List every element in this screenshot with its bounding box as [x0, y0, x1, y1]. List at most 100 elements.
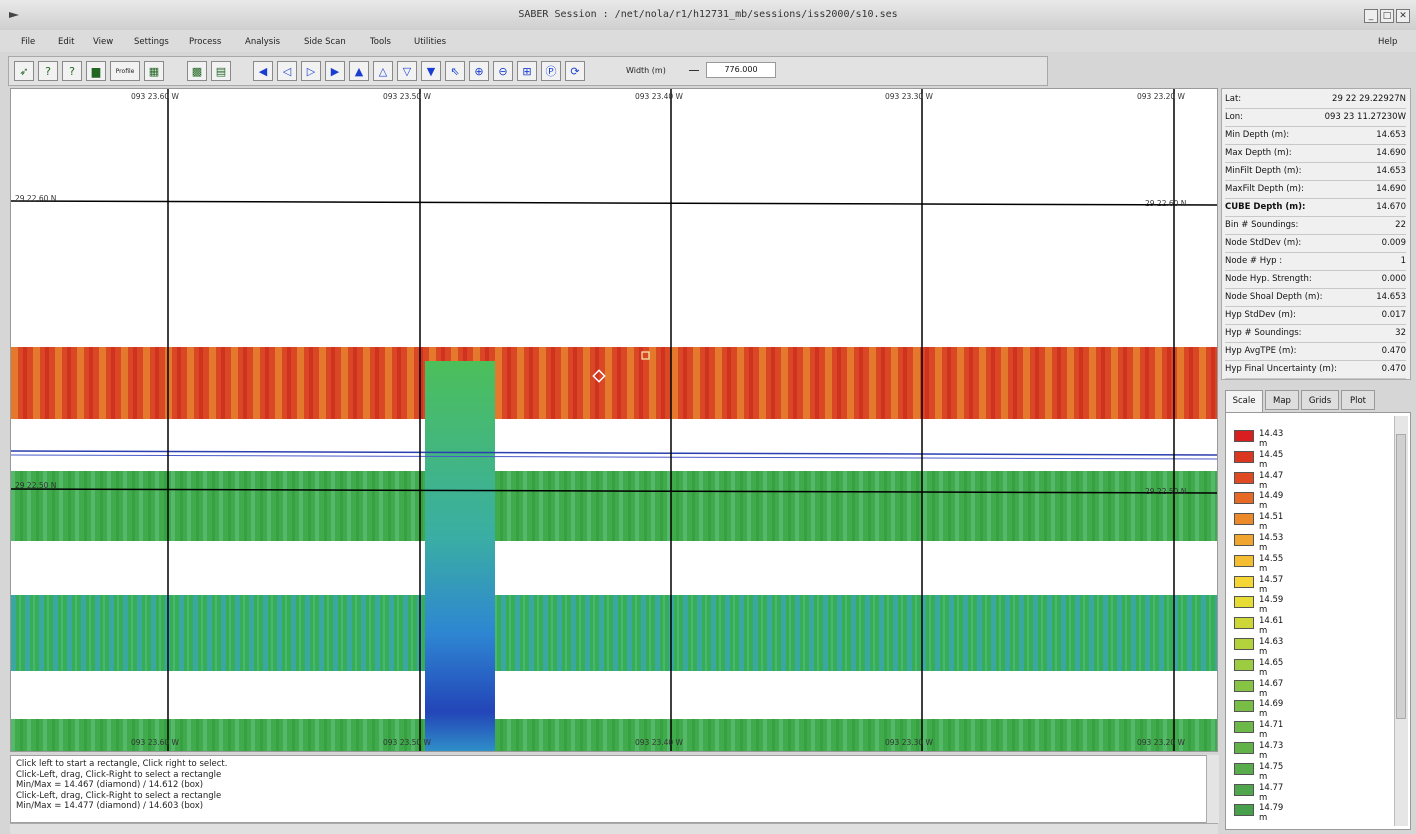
- info-key: Node # Hyp :: [1225, 256, 1283, 266]
- step-left-button[interactable]: ◁: [277, 61, 297, 81]
- tab-plot[interactable]: Plot: [1341, 390, 1375, 410]
- lon-label-top: 093 23.20 W: [1137, 92, 1186, 101]
- legend-swatch: [1234, 679, 1254, 692]
- legend-swatch: [1234, 721, 1254, 734]
- info-row: Hyp StdDev (m): 0.017: [1225, 305, 1406, 325]
- info-key: Min Depth (m):: [1225, 130, 1290, 140]
- info-row-cube-depth: CUBE Depth (m): 14.670: [1225, 197, 1406, 217]
- step-up-button[interactable]: △: [373, 61, 393, 81]
- step-right-button[interactable]: ▷: [301, 61, 321, 81]
- status-line: Min/Max = 14.477 (diamond) / 14.603 (box…: [16, 801, 204, 811]
- menu-settings[interactable]: Settings: [134, 37, 169, 47]
- grid-icon: ▦: [148, 64, 160, 78]
- info-value: 1: [1400, 256, 1406, 266]
- profile-label: Profile: [115, 67, 135, 75]
- pan-right-button[interactable]: ▶: [325, 61, 345, 81]
- profile-button[interactable]: Profile: [110, 61, 140, 81]
- menu-process[interactable]: Process: [189, 37, 222, 47]
- pan-down-button[interactable]: ▼: [421, 61, 441, 81]
- tab-scale[interactable]: Scale: [1225, 390, 1263, 413]
- zoom-out-button[interactable]: ⊖: [493, 61, 513, 81]
- info-panel: Lat: 29 22 29.22927N Lon: 093 23 11.27230W…: [1221, 88, 1411, 380]
- pan-left-button[interactable]: ◀: [253, 61, 273, 81]
- zoom-in-button[interactable]: ⊕: [469, 61, 489, 81]
- info-value: 29 22 29.22927N: [1332, 94, 1406, 104]
- pan-up-button[interactable]: ▲: [349, 61, 369, 81]
- lon-label-bottom: 093 23.30 W: [885, 738, 934, 747]
- refresh-button[interactable]: ⟳: [565, 61, 585, 81]
- triangle-right-icon: ▶: [330, 64, 340, 78]
- status-line: Click-Left, drag, Click-Right to select …: [16, 790, 222, 801]
- legend-swatch: [1234, 638, 1254, 650]
- window-titlebar: SABER Session : /net/nola/r1/h12731_mb/s…: [0, 0, 1416, 31]
- menu-help[interactable]: Help: [1378, 37, 1398, 47]
- info-row: Node StdDev (m): 0.009: [1225, 233, 1406, 253]
- legend-swatch: [1234, 658, 1254, 671]
- info-value: 22: [1395, 220, 1406, 230]
- legend-swatch: [1234, 617, 1254, 630]
- map-canvas[interactable]: 093 23.60 W 093 23.50 W 093 23.40 W 093 …: [10, 88, 1218, 752]
- horizontal-scrollbar[interactable]: [10, 823, 1218, 834]
- maximize-button[interactable]: □: [1380, 9, 1394, 23]
- menu-side-scan[interactable]: Side Scan: [304, 37, 346, 47]
- query2-tool-button[interactable]: ?: [62, 61, 82, 81]
- info-row: Hyp # Soundings: 32: [1225, 323, 1406, 343]
- info-value: 0.009: [1381, 238, 1406, 248]
- status-line: Click left to start a rectangle, Click r…: [16, 759, 228, 769]
- window-title: SABER Session : /net/nola/r1/h12731_mb/s…: [518, 9, 898, 20]
- legend-swatch: [1234, 700, 1254, 713]
- menu-view[interactable]: View: [93, 37, 114, 47]
- info-key: Node Hyp. Strength:: [1225, 274, 1312, 284]
- lon-label-bottom: 093 23.60 W: [131, 738, 180, 747]
- legend-label: 14.61 m: [1259, 616, 1284, 637]
- info-value: 0.470: [1381, 346, 1406, 356]
- legend-label: 14.67 m: [1259, 678, 1284, 699]
- zoom-box-button[interactable]: ⊞: [517, 61, 537, 81]
- minimize-button[interactable]: _: [1364, 9, 1378, 23]
- status-line: Min/Max = 14.467 (diamond) / 14.612 (box…: [16, 780, 204, 790]
- scale-scrollbar-thumb[interactable]: [1396, 434, 1406, 719]
- info-key: Node StdDev (m):: [1225, 238, 1302, 248]
- lon-label-top: 093 23.60 W: [131, 92, 180, 101]
- query-tool-button[interactable]: ?: [38, 61, 58, 81]
- scale-scrollbar[interactable]: [1394, 416, 1408, 826]
- menu-utilities[interactable]: Utilities: [414, 37, 446, 47]
- info-row: Min Depth (m): 14.653: [1225, 125, 1406, 145]
- swath-green-3: [11, 719, 1217, 751]
- close-button[interactable]: ✕: [1396, 9, 1410, 23]
- open-tool-button[interactable]: ➶: [14, 61, 34, 81]
- lon-label-top: 093 23.30 W: [885, 92, 934, 101]
- zoom-out-icon: ⊖: [498, 64, 508, 78]
- depth-scale-legend: 14.43 m 14.45 m 14.47 m 14.49 m 14.51 m 14.53…: [1225, 412, 1411, 830]
- select-arrow-button[interactable]: ⇖: [445, 61, 465, 81]
- swath-green-1: [11, 471, 1217, 541]
- legend-swatch: [1234, 762, 1254, 775]
- app-logo-icon: [9, 12, 19, 18]
- menu-tools[interactable]: Tools: [370, 37, 391, 47]
- menu-edit[interactable]: Edit: [58, 37, 75, 47]
- chart-tool-button[interactable]: ▆: [86, 61, 106, 81]
- surface-tool-button[interactable]: ▤: [211, 61, 231, 81]
- zoom-previous-button[interactable]: Ⓟ: [541, 61, 561, 81]
- lon-label-top: 093 23.40 W: [635, 92, 684, 101]
- triangle-left-icon: ◀: [258, 64, 268, 78]
- info-key: Lat:: [1225, 94, 1242, 104]
- menu-analysis[interactable]: Analysis: [245, 37, 281, 47]
- layers-tool-button[interactable]: ▩: [187, 61, 207, 81]
- box-marker: [641, 351, 650, 360]
- info-row: Node # Hyp : 1: [1225, 251, 1406, 271]
- menu-file[interactable]: File: [21, 37, 36, 47]
- status-scrollbar[interactable]: [1206, 755, 1219, 823]
- grid-tool-button[interactable]: ▦: [144, 61, 164, 81]
- legend-swatch: [1234, 513, 1254, 526]
- info-row: MinFilt Depth (m): 14.653: [1225, 161, 1406, 181]
- tab-grids[interactable]: Grids: [1301, 390, 1339, 410]
- step-down-button[interactable]: ▽: [397, 61, 417, 81]
- arrow-pointer-icon: ⇖: [450, 64, 460, 78]
- tab-map[interactable]: Map: [1265, 390, 1299, 410]
- legend-label: 14.65 m: [1259, 657, 1284, 678]
- width-input[interactable]: 776.000: [706, 62, 776, 78]
- diamond-marker: [592, 369, 606, 383]
- info-row: Lon: 093 23 11.27230W: [1225, 107, 1406, 127]
- info-value: 0.470: [1381, 364, 1406, 374]
